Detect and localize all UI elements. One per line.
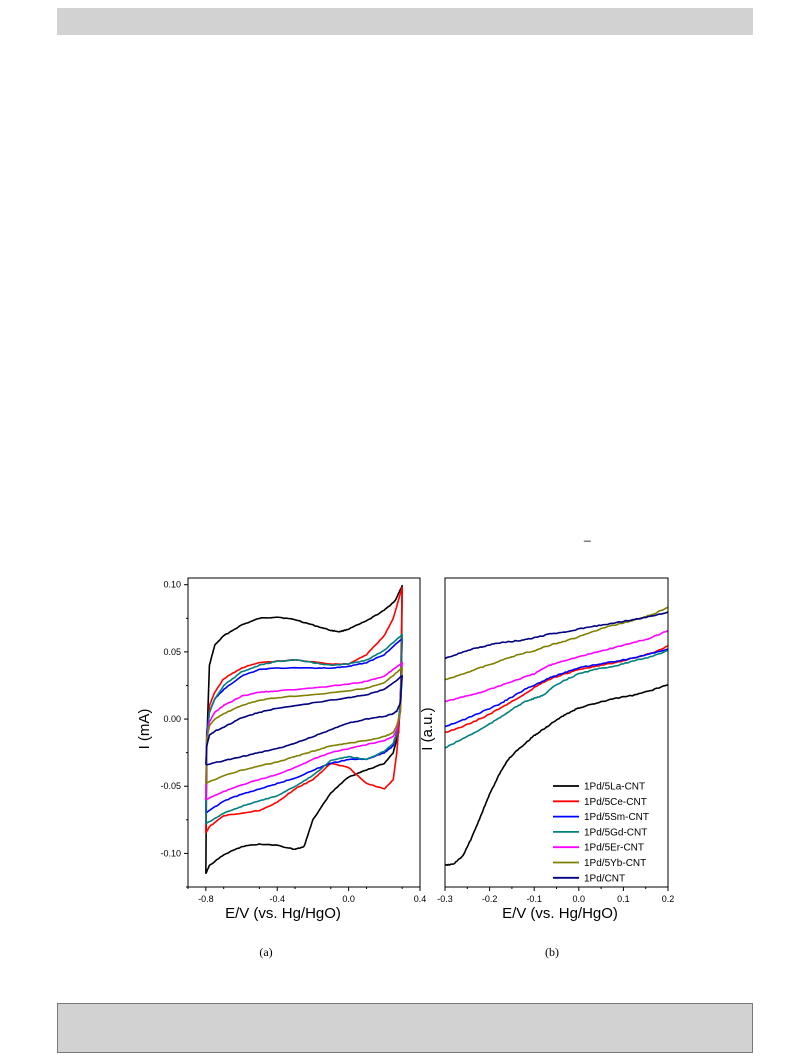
lsv-curve-1pd-5sm-cnt [445,648,668,728]
y-tick-label: 0.05 [163,647,181,657]
panel-a-ylabel: I (mA) [136,709,153,750]
legend-label-1pd-5er-cnt: 1Pd/5Er-CNT [584,843,644,854]
panel-a-plot-frame [187,577,421,888]
x-tick-label: -0.1 [526,894,542,904]
cv-curve-1pd-5yb-cnt [205,666,403,785]
panel-b-plot-frame [444,577,669,888]
panel-a-xlabel: E/V (vs. Hg/HgO) [225,905,341,922]
cv-curve-1pd-5er-cnt [205,661,403,801]
legend-label-1pd-5yb-cnt: 1Pd/5Yb-CNT [584,858,646,869]
cv-curve-1pd-5la-cnt [205,584,403,874]
lsv-curve-1pd-cnt [445,611,668,660]
lsv-curve-1pd-5la-cnt [445,683,668,866]
header-bar [57,8,753,35]
x-tick-label: 0.4 [414,894,427,904]
panel-a-x-ticks: -0.8 -0.4 0.0 0.4 [187,887,427,904]
lsv-curve-1pd-5yb-cnt [445,606,668,681]
panel-a-caption: (a) [259,945,272,959]
footer-box [57,1003,753,1053]
lsv-curve-1pd-5er-cnt [445,629,668,703]
panel-b-caption: (b) [545,945,559,959]
legend-label-1pd-5ce-cnt: 1Pd/5Ce-CNT [584,797,647,808]
x-tick-label: -0.8 [198,894,214,904]
panel-b-ylabel: I (a.u.) [419,707,436,750]
cv-curve-1pd-5gd-cnt [205,633,403,825]
panel-b-curves [445,606,668,866]
legend-label-1pd-5la-cnt: 1Pd/5La-CNT [584,782,645,793]
legend-label-1pd-cnt: 1Pd/CNT [584,873,625,884]
chart-panel-b: -0.3 -0.2 -0.1 0.0 0.1 0.2 1Pd/5La-CNT 1Pd/5Ce… [419,577,674,959]
y-tick-label: -0.05 [160,781,181,791]
chart-panel-a: -0.8 -0.4 0.0 0.4 -0.10 -0.05 0.00 0.05 0.10 E/… [136,577,427,959]
y-tick-label: -0.10 [160,848,181,858]
panel-b-xlabel: E/V (vs. Hg/HgO) [502,905,618,922]
panel-b-x-ticks: -0.3 -0.2 -0.1 0.0 0.1 0.2 [437,887,674,904]
cv-curve-1pd-cnt [205,674,403,766]
x-tick-label: 0.1 [617,894,630,904]
stray-mark: _ [584,528,591,542]
x-tick-label: 0.0 [342,894,355,904]
x-tick-label: 0.2 [662,894,675,904]
y-tick-label: 0.10 [163,580,181,590]
lsv-curve-1pd-5gd-cnt [445,649,668,749]
x-tick-label: 0.0 [573,894,586,904]
x-tick-label: -0.2 [482,894,498,904]
panel-b-legend: 1Pd/5La-CNT 1Pd/5Ce-CNT 1Pd/5Sm-CNT 1Pd/5Gd… [553,782,649,884]
y-tick-label: 0.00 [163,714,181,724]
x-tick-label: -0.3 [437,894,453,904]
legend-label-1pd-5gd-cnt: 1Pd/5Gd-CNT [584,827,647,838]
legend-label-1pd-5sm-cnt: 1Pd/5Sm-CNT [584,812,649,823]
panel-a-y-ticks: -0.10 -0.05 0.00 0.05 0.10 [160,580,188,888]
panel-a-curves [205,584,403,874]
x-tick-label: -0.4 [269,894,285,904]
